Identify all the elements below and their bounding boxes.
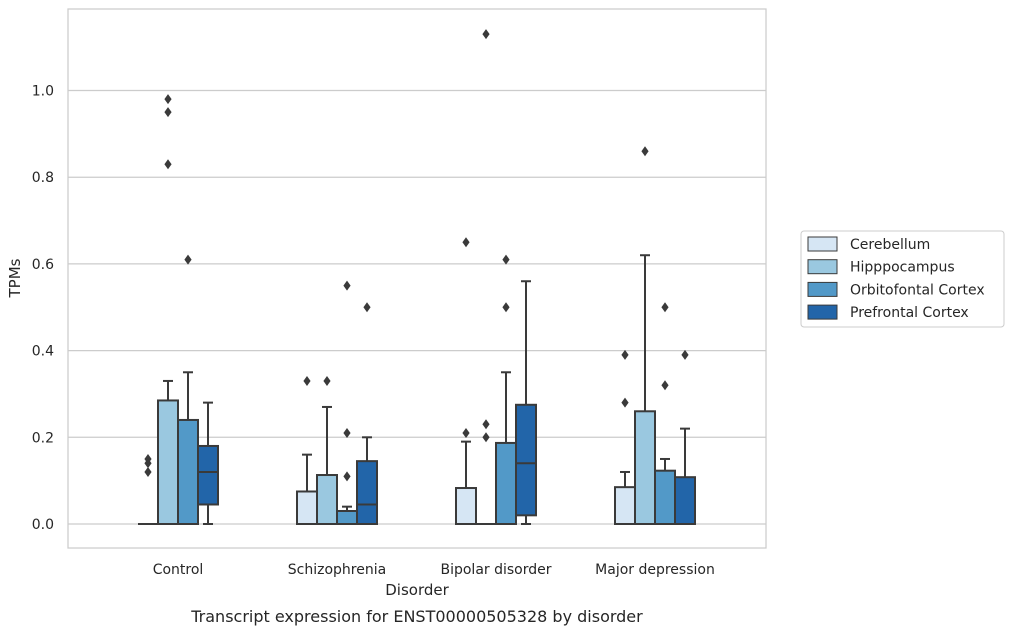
box-cerebellum <box>614 349 636 525</box>
box-body <box>674 476 696 526</box>
legend-label: Prefrontal Cortex <box>850 305 969 321</box>
box-body <box>654 469 676 526</box>
legend-label: Orbitofontal Cortex <box>850 282 985 298</box>
box-body <box>316 474 338 525</box>
box-body <box>495 441 517 525</box>
box-prefrontal-cortex <box>515 280 537 525</box>
x-tick-label: Major depression <box>595 562 715 578</box>
box-cerebellum <box>296 375 318 525</box>
outlier-point <box>482 419 490 430</box>
box-orbitofontal-cortex <box>654 302 676 526</box>
x-tick-label: Bipolar disorder <box>440 562 551 578</box>
box-body <box>614 486 636 525</box>
legend-label: Cerebellum <box>850 237 930 253</box>
legend-frame <box>800 230 1005 328</box>
legend-swatch <box>807 236 838 252</box>
box-groups <box>138 29 696 526</box>
outlier-point <box>343 280 351 291</box>
outlier-point <box>462 427 470 438</box>
box-body <box>197 444 219 506</box>
legend-label: Hipppocampus <box>850 260 955 276</box>
box-body <box>177 418 199 525</box>
legend-swatch <box>807 281 838 297</box>
outlier-point <box>621 349 629 360</box>
box-orbitofontal-cortex <box>336 280 358 525</box>
outlier-point <box>661 302 669 313</box>
outlier-point <box>184 254 192 265</box>
outlier-point <box>164 159 172 170</box>
y-axis-title: TPMs <box>6 258 24 298</box>
x-tick-label: Control <box>153 562 204 578</box>
outlier-point <box>482 432 490 443</box>
outlier-point <box>502 254 510 265</box>
outlier-point <box>661 380 669 391</box>
outlier-point <box>144 466 152 477</box>
outlier-point <box>681 349 689 360</box>
box-body <box>296 490 318 525</box>
box-body <box>157 399 179 526</box>
x-axis-title: Disorder <box>385 581 449 599</box>
y-tick-label: 0.6 <box>32 257 54 273</box>
y-tick-label: 0.8 <box>32 170 54 186</box>
y-tick-label: 1.0 <box>32 84 54 100</box>
outlier-point <box>343 427 351 438</box>
outlier-point <box>363 302 371 313</box>
box-cerebellum <box>138 453 158 525</box>
box-cerebellum <box>455 237 477 525</box>
outlier-point <box>164 94 172 105</box>
y-tick-labels: 0.0 0.2 0.4 0.6 0.8 1.0 <box>32 84 54 534</box>
x-tick-label: Schizophrenia <box>288 562 386 578</box>
box-body <box>634 410 656 526</box>
box-hipppocampus <box>316 375 338 525</box>
x-tick-labels: Control Schizophrenia Bipolar disorder Majo… <box>153 562 715 578</box>
outlier-point <box>462 237 470 248</box>
legend-swatch <box>807 259 838 275</box>
box-body <box>455 487 477 525</box>
box-prefrontal-cortex <box>356 302 378 525</box>
outlier-point <box>343 471 351 482</box>
box-body <box>336 509 358 525</box>
box-body <box>515 403 537 517</box>
y-tick-label: 0.0 <box>32 517 54 533</box>
outlier-point <box>323 375 331 386</box>
box-body <box>356 460 378 525</box>
legend: Cerebellum Hipppocampus Orbitofontal Corte… <box>800 230 1005 328</box>
chart-caption: Transcript expression for ENST0000050532… <box>190 607 643 626</box>
box-prefrontal-cortex <box>674 349 696 526</box>
outlier-point <box>164 107 172 118</box>
outlier-point <box>482 29 490 40</box>
legend-swatch <box>807 304 838 320</box>
y-tick-label: 0.2 <box>32 430 54 446</box>
outlier-point <box>621 397 629 408</box>
box-prefrontal-cortex <box>197 401 219 525</box>
outlier-point <box>641 146 649 157</box>
outlier-point <box>144 453 152 464</box>
box-hipppocampus <box>476 29 496 525</box>
y-tick-label: 0.4 <box>32 344 54 360</box>
box-hipppocampus <box>634 146 656 526</box>
outlier-point <box>502 302 510 313</box>
outlier-point <box>303 375 311 386</box>
